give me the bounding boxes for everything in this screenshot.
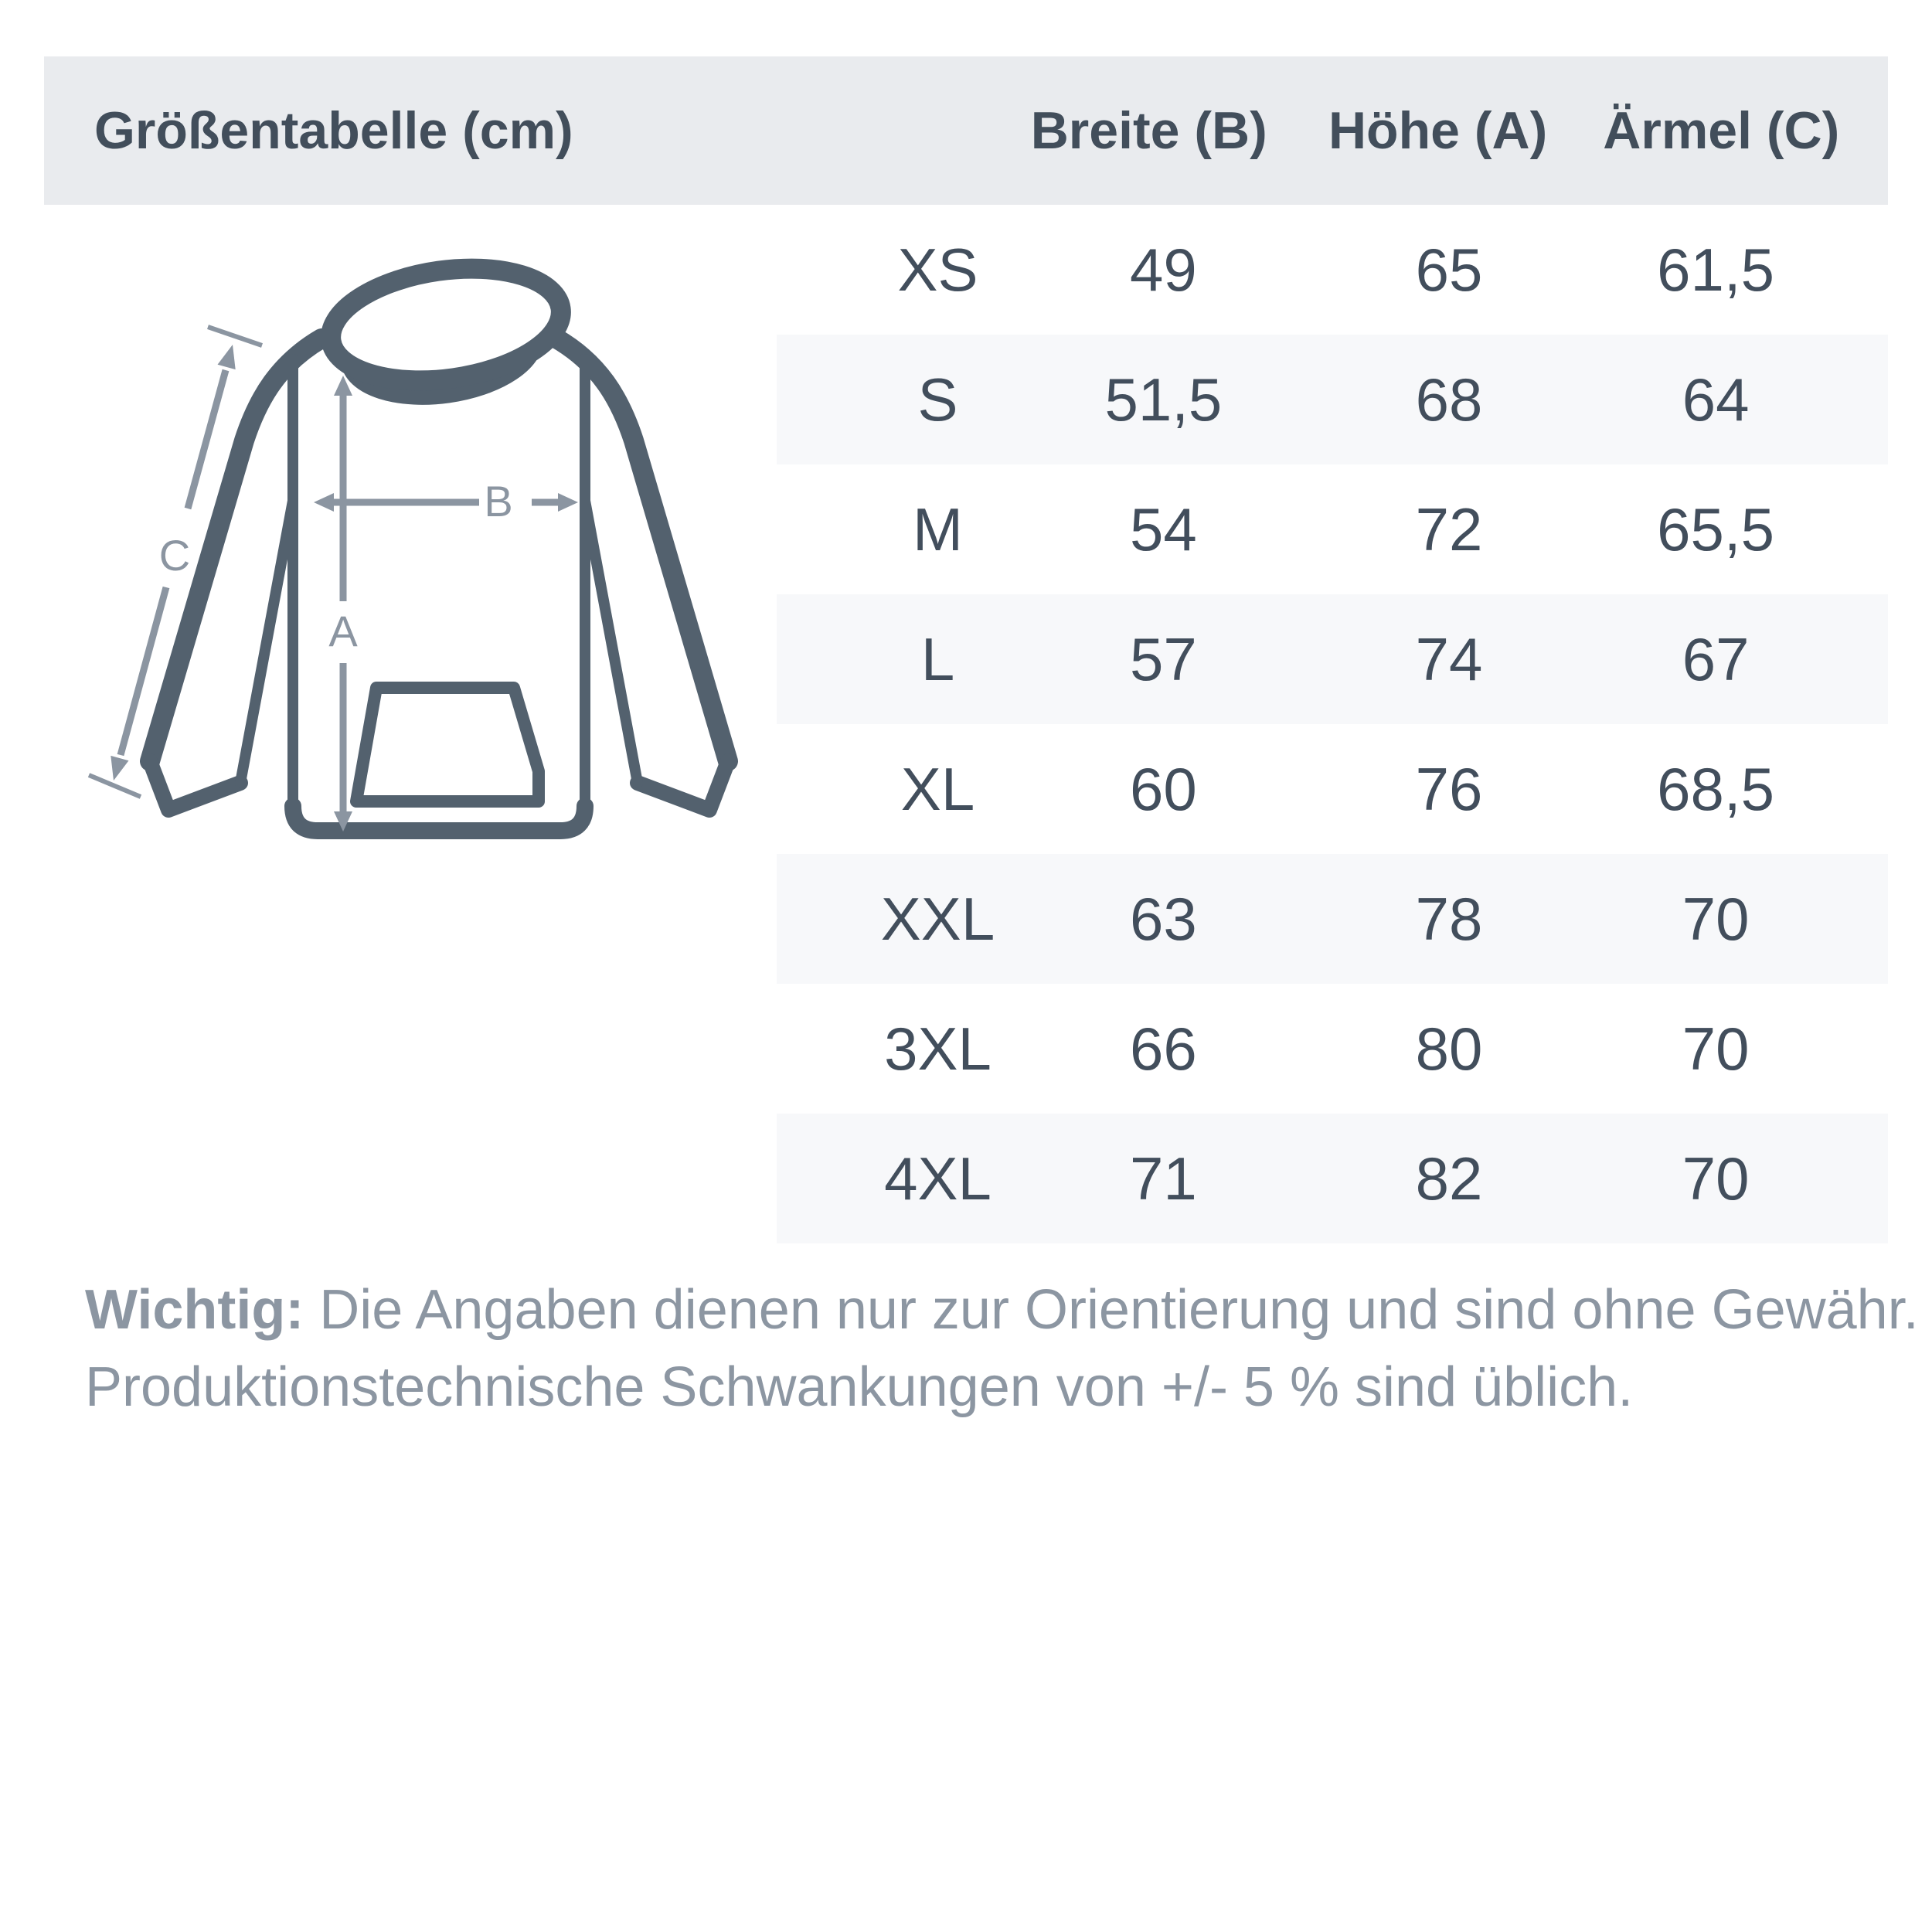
right-sleeve-inner-edge	[580, 495, 643, 788]
aermel-value: 70	[1682, 884, 1750, 953]
size-label: XL	[900, 754, 975, 823]
breite-value: 57	[1130, 624, 1197, 693]
breite-value: 60	[1130, 754, 1197, 823]
breite-value: 51,5	[1104, 365, 1223, 434]
arrow-c-head-down	[111, 755, 129, 781]
breite-value: 49	[1130, 235, 1197, 304]
aermel-value: 67	[1682, 624, 1750, 693]
arrow-c-line-top	[184, 369, 230, 510]
disclaimer-line-2: Produktionstechnische Schwankungen von +…	[85, 1356, 1634, 1418]
hoehe-value: 80	[1415, 1014, 1483, 1083]
disclaimer-bold-word: Wichtig:	[85, 1279, 304, 1341]
measure-label-c: C	[159, 531, 190, 580]
size-label: 4XL	[884, 1144, 992, 1213]
disclaimer-line-1: Wichtig: Die Angaben dienen nur zur Orie…	[85, 1271, 1919, 1349]
disclaimer-note: Wichtig: Die Angaben dienen nur zur Orie…	[85, 1271, 1919, 1426]
table-row: 4XL 71 82 70	[777, 1114, 1888, 1243]
aermel-value: 65,5	[1657, 495, 1774, 563]
arrow-b-head-left	[314, 493, 334, 512]
aermel-value: 61,5	[1657, 235, 1774, 304]
size-chart-header: Größentabelle (cm) Breite (B) Höhe (A) Ä…	[44, 56, 1888, 205]
aermel-value: 68,5	[1657, 754, 1774, 823]
size-label: L	[920, 624, 955, 693]
right-sleeve-outline	[546, 328, 738, 771]
size-table-rows: XS 49 65 61,5 S 51,5 68 64 M 54 72 65,5 …	[777, 205, 1888, 1243]
left-sleeve-inner-edge	[235, 495, 298, 788]
table-row: 3XL 66 80 70	[777, 984, 1888, 1114]
column-header-aermel: Ärmel (C)	[1603, 101, 1840, 160]
hoehe-value: 72	[1415, 495, 1483, 563]
measure-label-a: A	[328, 607, 358, 655]
page-title: Größentabelle (cm)	[94, 101, 573, 160]
left-cuff	[142, 753, 248, 818]
table-row: XS 49 65 61,5	[777, 205, 1888, 335]
hoehe-value: 76	[1415, 754, 1483, 823]
column-header-breite: Breite (B)	[1030, 101, 1267, 160]
size-label: XXL	[880, 884, 995, 953]
right-cuff	[630, 753, 736, 818]
table-row: M 54 72 65,5	[777, 464, 1888, 594]
column-header-hoehe: Höhe (A)	[1328, 101, 1548, 160]
size-label: XS	[897, 235, 978, 304]
hoehe-value: 82	[1415, 1144, 1483, 1213]
aermel-value: 70	[1682, 1144, 1750, 1213]
table-row: L 57 74 67	[777, 594, 1888, 724]
arrow-a-head-down	[334, 811, 352, 832]
hoehe-value: 78	[1415, 884, 1483, 953]
hoehe-value: 74	[1415, 624, 1483, 693]
table-row: XXL 63 78 70	[777, 854, 1888, 984]
arrow-c-head-up	[217, 345, 236, 370]
column-headers: Breite (B) Höhe (A) Ärmel (C)	[777, 56, 1888, 205]
pocket	[350, 682, 545, 808]
left-sleeve-outline	[140, 328, 332, 771]
hem	[284, 798, 594, 839]
hood-outer-ring	[321, 258, 571, 391]
aermel-value: 64	[1682, 365, 1750, 434]
hoehe-value: 68	[1415, 365, 1483, 434]
table-row: S 51,5 68 64	[777, 335, 1888, 464]
arrow-b-head-right	[558, 493, 578, 512]
arrow-c-tick-top	[207, 325, 263, 348]
breite-value: 66	[1130, 1014, 1197, 1083]
arrow-a-head-up	[334, 376, 352, 396]
measure-label-b: B	[484, 477, 512, 526]
hoehe-value: 65	[1415, 235, 1483, 304]
size-label: M	[913, 495, 963, 563]
arrow-c-line-bottom	[117, 586, 170, 757]
breite-value: 54	[1130, 495, 1197, 563]
aermel-value: 70	[1682, 1014, 1750, 1083]
hoodie-diagram: A B C	[87, 258, 738, 839]
table-row: XL 60 76 68,5	[777, 724, 1888, 854]
disclaimer-text-1: Die Angaben dienen nur zur Orientierung …	[304, 1279, 1919, 1341]
arrow-c-tick-bottom	[87, 773, 142, 799]
size-label: S	[917, 365, 958, 434]
breite-value: 63	[1130, 884, 1197, 953]
breite-value: 71	[1130, 1144, 1197, 1213]
size-label: 3XL	[884, 1014, 992, 1083]
